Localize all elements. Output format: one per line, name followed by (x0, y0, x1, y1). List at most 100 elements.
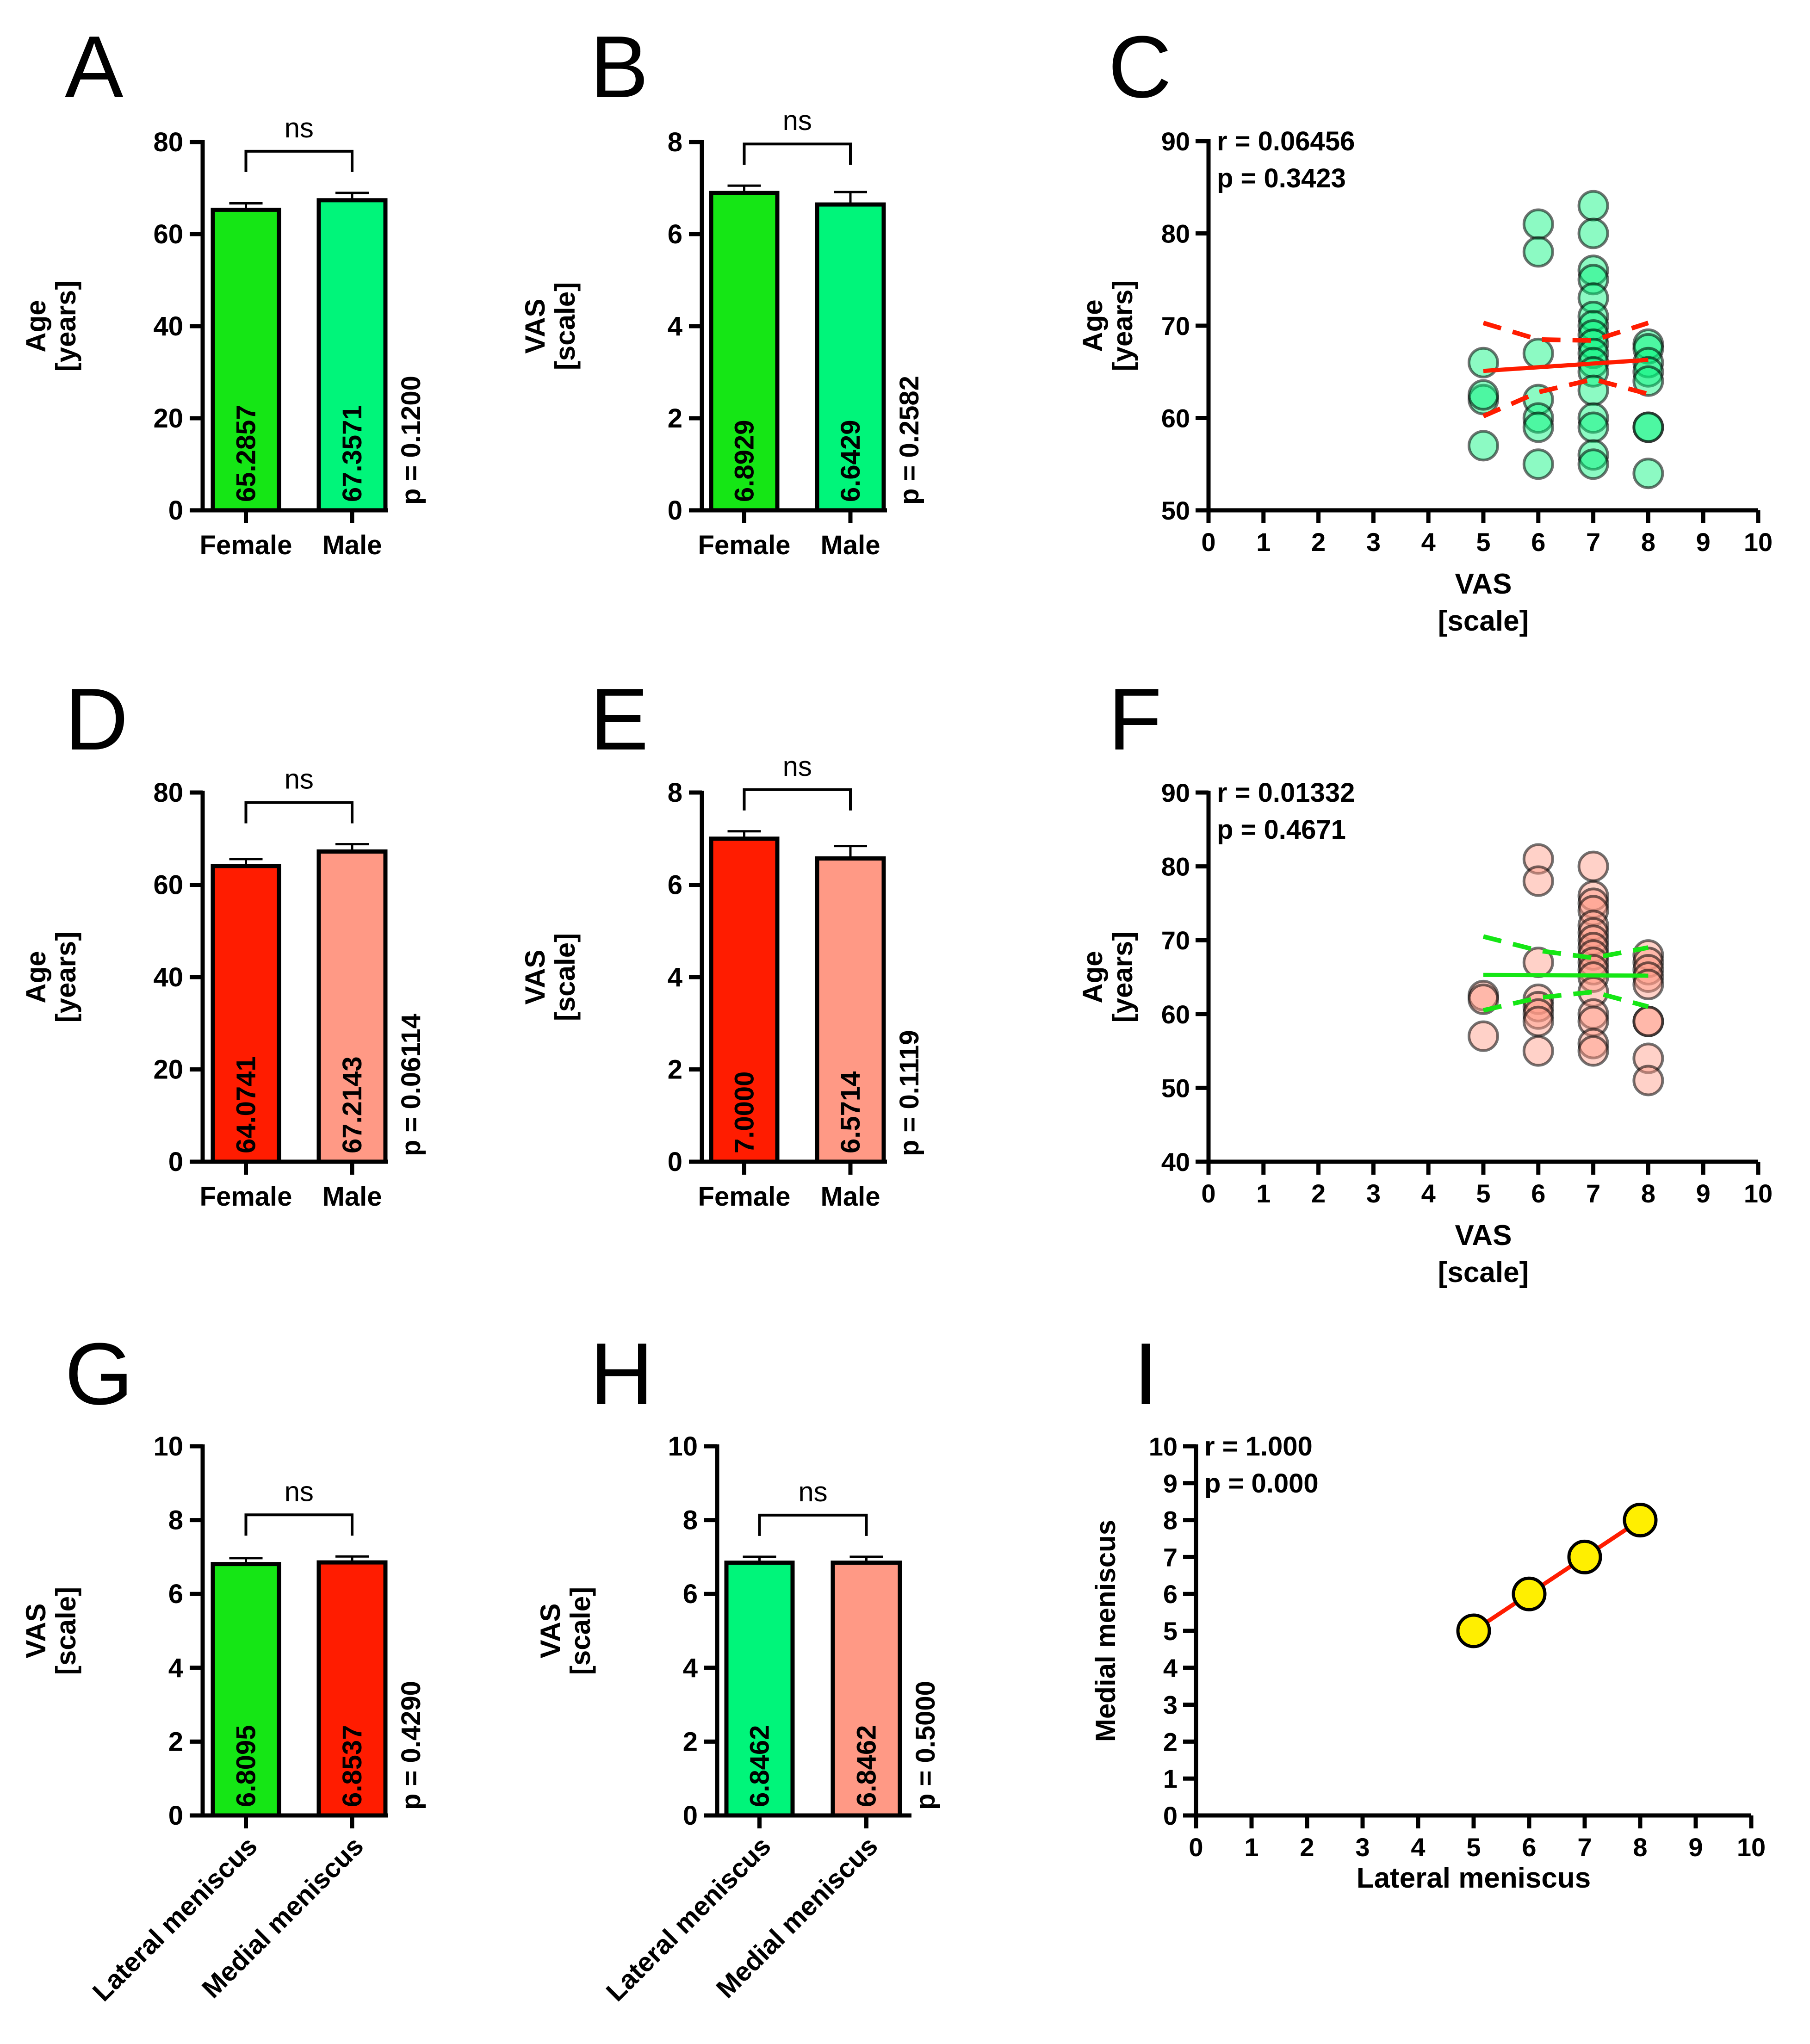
confidence-band-upper (1482, 934, 1649, 960)
y-axis-label-unit: [years] (50, 281, 81, 372)
y-tick-label: 0 (1163, 1801, 1178, 1830)
y-tick-label: 90 (1161, 127, 1190, 156)
x-tick-label: 0 (1201, 1179, 1215, 1208)
x-tick-label: 10 (1744, 527, 1773, 557)
y-tick-label: 2 (668, 403, 682, 434)
y-tick-label: 8 (1163, 1506, 1178, 1535)
y-tick-label: 7 (1163, 1542, 1178, 1572)
x-tick-label: 1 (1256, 1179, 1271, 1208)
y-tick-label: 2 (1163, 1727, 1178, 1756)
data-point (1522, 236, 1554, 268)
x-tick-label: 8 (1641, 527, 1655, 557)
significance-bracket (743, 142, 852, 165)
panel-f: F 40 50 60 70 80 90 0 1 2 3 4 5 6 7 8 9 10 r = 0.01332 p = … (1077, 670, 1773, 1288)
x-tick-label: 4 (1421, 527, 1436, 557)
x-tick-label: 6 (1531, 527, 1545, 557)
y-tick-label: 90 (1161, 778, 1190, 807)
y-axis-label-unit: [scale] (550, 282, 581, 370)
x-category-label: Female (200, 1182, 292, 1212)
y-tick-label: 20 (153, 1055, 183, 1085)
panel-letter: D (65, 670, 128, 768)
y-tick-label: 4 (668, 962, 682, 992)
y-axis-label: Medial meniscus (1090, 1520, 1121, 1742)
bar-value-label: 6.6429 (836, 420, 866, 502)
x-tick-label: 9 (1696, 1179, 1711, 1208)
x-tick-label: 4 (1421, 1179, 1436, 1208)
y-axis-label-unit: [years] (1107, 280, 1138, 372)
data-point (1468, 430, 1499, 462)
y-tick-label: 2 (168, 1727, 183, 1757)
x-category-label: Male (322, 1182, 382, 1212)
y-tick-label: 10 (153, 1431, 183, 1462)
y-axis-label: VAS (20, 1604, 51, 1659)
x-tick-label: 5 (1476, 527, 1490, 557)
bar-value-label: 6.8462 (852, 1725, 882, 1807)
panel-letter: F (1108, 670, 1162, 768)
y-tick-label: 0 (668, 496, 682, 526)
y-axis-label: VAS (520, 299, 551, 354)
y-axis-label: VAS (520, 950, 551, 1005)
bar (316, 1560, 388, 1818)
x-tick-label: 8 (1633, 1833, 1647, 1862)
y-tick-label: 4 (683, 1653, 698, 1683)
x-axis-label: VAS (1455, 1220, 1512, 1251)
significance-label: ns (783, 751, 812, 782)
y-tick-label: 20 (153, 403, 183, 434)
p-value-label: p = 0.06114 (396, 1014, 426, 1156)
x-tick-label: 9 (1696, 527, 1711, 557)
x-tick-label: 7 (1586, 1179, 1600, 1208)
y-tick-label: 80 (153, 778, 183, 808)
correlation-p: p = 0.4671 (1217, 815, 1346, 845)
bar-value-label: 6.8462 (745, 1725, 775, 1807)
significance-label: ns (285, 764, 314, 795)
y-axis-label-unit: [scale] (50, 1587, 81, 1675)
x-tick-label: 3 (1366, 1179, 1381, 1208)
panel-b: B 0 2 4 6 8 6.8929 Female 6.6429 Male ns p = 0.2582… (520, 18, 924, 560)
data-point (1632, 365, 1664, 397)
y-tick-label: 6 (668, 870, 682, 900)
y-tick-label: 4 (1163, 1654, 1178, 1683)
bar-value-label: 64.0741 (231, 1056, 261, 1153)
y-tick-label: 80 (1161, 852, 1190, 881)
x-tick-label: 10 (1737, 1833, 1766, 1862)
y-tick-label: 8 (668, 778, 682, 808)
data-point (1522, 1035, 1554, 1067)
data-point (1522, 1005, 1554, 1037)
x-category-label: Female (698, 1182, 791, 1212)
confidence-band-lower (1482, 989, 1649, 1013)
panel-letter: B (590, 18, 649, 116)
data-point (1468, 347, 1499, 378)
correlation-r: r = 1.000 (1204, 1431, 1313, 1462)
panel-letter: A (65, 18, 124, 116)
y-tick-label: 4 (168, 1653, 183, 1683)
bar (831, 1561, 902, 1818)
correlation-r: r = 0.01332 (1217, 778, 1355, 808)
data-point (1632, 1065, 1664, 1096)
y-tick-label: 8 (683, 1505, 698, 1536)
bar-value-label: 7.0000 (730, 1072, 760, 1153)
y-tick-label: 60 (1161, 404, 1190, 433)
bar-value-label: 67.3571 (337, 405, 367, 502)
data-point (1623, 1503, 1658, 1538)
y-axis-label-unit: [years] (50, 932, 81, 1023)
data-point (1468, 379, 1499, 411)
significance-label: ns (285, 112, 314, 143)
y-tick-label: 40 (153, 962, 183, 992)
y-tick-label: 1 (1163, 1764, 1178, 1793)
y-axis-label-unit: [scale] (565, 1587, 596, 1675)
p-value-label: p = 0.2582 (894, 376, 924, 505)
data-point (1522, 865, 1554, 897)
y-tick-label: 6 (683, 1579, 698, 1609)
panel-letter: G (65, 1325, 133, 1423)
y-tick-label: 8 (668, 127, 682, 157)
significance-bracket (758, 1513, 868, 1536)
data-point (1577, 411, 1609, 443)
y-tick-label: 50 (1161, 496, 1190, 525)
significance-label: ns (285, 1476, 314, 1507)
significance-bracket (743, 788, 852, 811)
x-axis-label-unit: [scale] (1438, 605, 1529, 637)
y-tick-label: 60 (1161, 1000, 1190, 1029)
x-tick-label: 3 (1355, 1833, 1370, 1862)
correlation-p: p = 0.3423 (1217, 163, 1346, 193)
